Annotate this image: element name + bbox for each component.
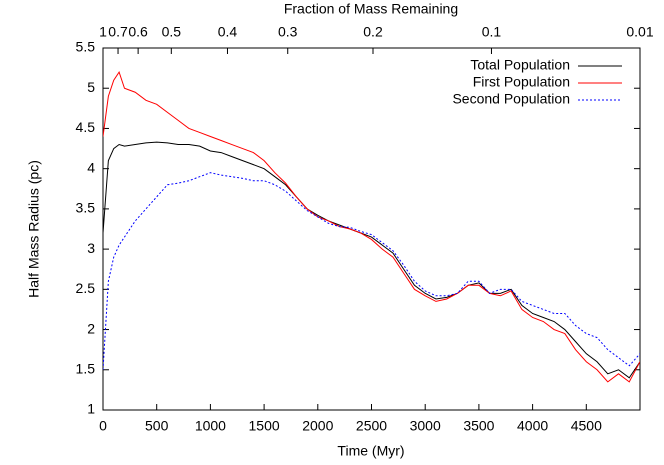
series-line <box>103 141 640 379</box>
series-line <box>103 172 640 370</box>
x2-tick-label: 0.3 <box>278 24 298 40</box>
x-tick-label: 500 <box>145 418 169 434</box>
x2-tick-label: 0.7 <box>108 24 128 40</box>
y-axis-label: Half Mass Radius (pc) <box>26 160 42 298</box>
x-tick-label: 4000 <box>517 418 548 434</box>
chart-title: Fraction of Mass Remaining <box>284 1 458 17</box>
x2-tick-label: 1 <box>99 24 107 40</box>
y-tick-label: 3 <box>87 240 95 256</box>
x2-tick-label: 0.5 <box>162 24 182 40</box>
y-tick-label: 2 <box>87 320 95 336</box>
x-tick-label: 1000 <box>195 418 226 434</box>
x-tick-label: 4500 <box>571 418 602 434</box>
x-tick-label: 2000 <box>302 418 333 434</box>
y-tick-label: 3.5 <box>76 200 96 216</box>
x2-tick-label: 0.4 <box>218 24 238 40</box>
x-tick-label: 0 <box>99 418 107 434</box>
x2-tick-label: 0.01 <box>626 24 653 40</box>
x2-tick-label: 0.6 <box>128 24 148 40</box>
x2-tick-label: 0.2 <box>363 24 383 40</box>
x2-tick-label: 0.1 <box>482 24 502 40</box>
legend-label: Second Population <box>452 91 570 107</box>
x-tick-label: 3000 <box>410 418 441 434</box>
y-tick-label: 5.5 <box>76 39 96 55</box>
y-tick-label: 4.5 <box>76 119 96 135</box>
y-tick-label: 1 <box>87 401 95 417</box>
y-tick-label: 2.5 <box>76 280 96 296</box>
y-tick-label: 1.5 <box>76 360 96 376</box>
x-axis-label: Time (Myr) <box>337 443 404 459</box>
y-tick-label: 4 <box>87 159 95 175</box>
legend-label: Total Population <box>470 57 570 73</box>
x-tick-label: 2500 <box>356 418 387 434</box>
legend-label: First Population <box>473 74 570 90</box>
y-tick-label: 5 <box>87 79 95 95</box>
x-tick-label: 1500 <box>249 418 280 434</box>
series-line <box>103 71 640 383</box>
x-tick-label: 3500 <box>463 418 494 434</box>
